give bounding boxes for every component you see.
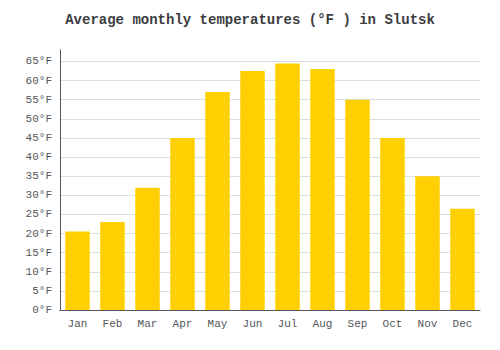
svg-text:60°F: 60°F	[26, 75, 52, 87]
svg-text:0°F: 0°F	[32, 304, 52, 316]
svg-text:5°F: 5°F	[32, 285, 52, 297]
svg-text:65°F: 65°F	[26, 55, 52, 67]
svg-text:Mar: Mar	[138, 318, 158, 330]
svg-text:Apr: Apr	[173, 318, 193, 330]
svg-text:10°F: 10°F	[26, 266, 52, 278]
svg-text:50°F: 50°F	[26, 113, 52, 125]
svg-text:Jul: Jul	[278, 318, 298, 330]
svg-text:45°F: 45°F	[26, 132, 52, 144]
svg-text:Oct: Oct	[383, 318, 403, 330]
svg-text:Dec: Dec	[453, 318, 473, 330]
svg-text:Nov: Nov	[418, 318, 438, 330]
svg-text:Aug: Aug	[313, 318, 333, 330]
svg-text:Jan: Jan	[68, 318, 88, 330]
svg-text:25°F: 25°F	[26, 208, 52, 220]
svg-text:15°F: 15°F	[26, 247, 52, 259]
svg-text:30°F: 30°F	[26, 189, 52, 201]
svg-text:Average monthly temperatures (: Average monthly temperatures (°F ) in Sl…	[65, 12, 435, 28]
svg-text:May: May	[208, 318, 228, 330]
svg-text:40°F: 40°F	[26, 151, 52, 163]
svg-text:55°F: 55°F	[26, 94, 52, 106]
svg-text:Sep: Sep	[348, 318, 368, 330]
svg-text:35°F: 35°F	[26, 170, 52, 182]
svg-text:Feb: Feb	[103, 318, 123, 330]
svg-text:20°F: 20°F	[26, 228, 52, 240]
svg-text:Jun: Jun	[243, 318, 263, 330]
